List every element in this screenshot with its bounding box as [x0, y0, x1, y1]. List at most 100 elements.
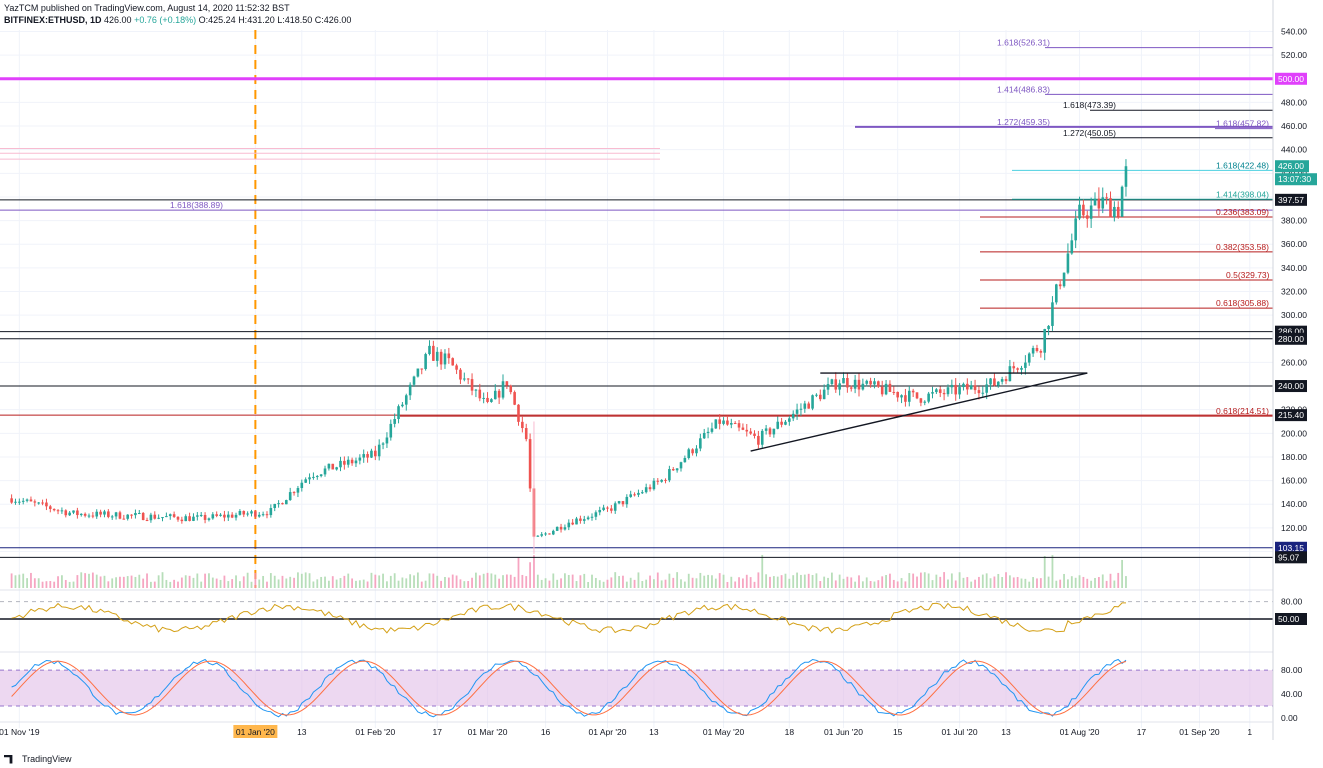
candle-body: [490, 399, 493, 402]
volume-bar: [413, 575, 415, 588]
candle-body: [857, 379, 861, 390]
candle-body: [1051, 302, 1054, 326]
volume-bar: [386, 581, 388, 588]
candle-body: [559, 526, 563, 530]
volume-bar: [343, 575, 346, 588]
candle-body: [459, 369, 462, 380]
candle-body: [818, 394, 822, 400]
candle-body: [424, 354, 427, 370]
volume-bar: [64, 579, 67, 588]
volume-bar: [513, 576, 516, 588]
volume-bar: [1121, 559, 1123, 588]
stoch-band: [0, 670, 1273, 707]
volume-bar: [238, 581, 241, 588]
candle-body: [385, 437, 389, 444]
y-tick-label: 540.00: [1281, 27, 1307, 37]
volume-bar: [800, 574, 802, 588]
candle-body: [772, 428, 776, 435]
candle-body: [714, 419, 718, 429]
volume-bar: [807, 573, 810, 588]
volume-bar: [625, 581, 628, 588]
volume-bar: [1012, 577, 1015, 588]
candle-body: [699, 438, 702, 449]
candle-body: [254, 511, 257, 517]
candle-body: [641, 492, 644, 494]
candle-body: [946, 387, 950, 395]
volume-bar: [552, 573, 555, 588]
candle-body: [509, 385, 513, 393]
level-badge: [1275, 551, 1307, 564]
volume-bar: [548, 580, 551, 588]
ohlc-low: L:418.50: [277, 15, 313, 25]
volume-bar: [180, 577, 183, 588]
volume-bar: [598, 580, 601, 588]
candle-body: [172, 514, 176, 517]
volume-bar: [269, 573, 272, 588]
x-tick-label: 01 Feb '20: [355, 727, 395, 737]
volume-bar: [943, 572, 946, 588]
candle-body: [145, 520, 149, 522]
volume-bar: [26, 578, 28, 588]
fib-label: 0.382(353.58): [1216, 242, 1269, 252]
candle-body: [296, 488, 300, 493]
candle-body: [706, 431, 710, 433]
candle-body: [1089, 205, 1093, 219]
volume-bar: [536, 574, 539, 588]
volume-bar: [223, 575, 226, 588]
candle-body: [153, 514, 157, 519]
candlesticks: [10, 159, 1128, 539]
candle-body: [733, 423, 737, 425]
candle-body: [180, 519, 184, 522]
candle-body: [95, 511, 99, 517]
y-tick-label: 360.00: [1281, 239, 1307, 249]
candle-body: [675, 468, 679, 471]
volume-bar: [738, 577, 740, 588]
y-tick-label: 300.00: [1281, 310, 1307, 320]
volume-bar: [196, 573, 199, 588]
symbol-label[interactable]: BITFINEX:ETHUSD, 1D: [4, 15, 102, 25]
volume-bar: [416, 572, 419, 588]
candle-body: [923, 401, 927, 403]
volume-bar: [788, 578, 791, 588]
volume-bar: [877, 580, 880, 588]
volume-bar: [53, 581, 56, 588]
candle-body: [443, 353, 447, 365]
volume-bar: [316, 579, 319, 588]
volume-bar: [308, 573, 311, 588]
volume-bar: [355, 580, 357, 588]
candle-body: [637, 492, 640, 495]
candle-body: [420, 368, 424, 370]
candle-body: [904, 395, 907, 402]
candle-body: [312, 476, 315, 478]
volume-bar: [680, 579, 682, 588]
volume-bar: [1020, 578, 1023, 588]
candle-body: [834, 379, 838, 390]
candle-body: [969, 385, 973, 390]
candle-body: [571, 522, 574, 525]
volume-bar: [475, 572, 477, 588]
volume-bar: [645, 579, 648, 588]
candle-body: [315, 476, 319, 478]
candle-body: [497, 390, 501, 398]
stoch-tick-label: 0.00: [1281, 713, 1298, 723]
volume-bar: [834, 580, 837, 588]
volume-bar: [1109, 573, 1112, 588]
candle-body: [621, 501, 625, 505]
x-tick-label: 13: [297, 727, 307, 737]
stoch-tick-label: 40.00: [1281, 689, 1303, 699]
candle-body: [1035, 347, 1039, 352]
volume-bar: [939, 576, 942, 588]
fib-label: 1.272(450.05): [1063, 128, 1116, 138]
volume-bar: [954, 580, 957, 588]
candle-body: [435, 351, 439, 361]
candle-body: [397, 406, 400, 420]
candle-body: [110, 516, 114, 518]
candle-body: [250, 511, 253, 514]
candle-body: [799, 408, 803, 410]
candle-body: [87, 515, 91, 517]
candle-body: [842, 378, 845, 384]
volume-bar: [614, 572, 617, 588]
volume-bar: [424, 580, 427, 588]
volume-bar: [668, 573, 671, 588]
